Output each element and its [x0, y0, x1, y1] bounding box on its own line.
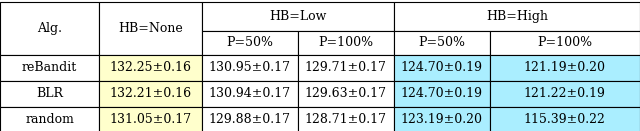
Bar — [202, 2, 394, 31]
Text: P=50%: P=50% — [418, 36, 465, 49]
Text: 132.25±0.16: 132.25±0.16 — [109, 61, 191, 75]
Bar — [490, 31, 640, 55]
Bar — [298, 31, 394, 55]
Bar — [394, 107, 490, 131]
Text: 130.95±0.17: 130.95±0.17 — [209, 61, 291, 75]
Text: random: random — [25, 113, 74, 126]
Bar — [394, 81, 490, 107]
Text: HB=High: HB=High — [486, 10, 548, 23]
Text: P=100%: P=100% — [537, 36, 593, 49]
Bar — [202, 81, 298, 107]
Bar — [394, 2, 640, 31]
Text: P=50%: P=50% — [226, 36, 273, 49]
Text: 121.19±0.20: 121.19±0.20 — [524, 61, 606, 75]
Bar — [394, 31, 490, 55]
Text: 131.05±0.17: 131.05±0.17 — [109, 113, 191, 126]
Text: 129.71±0.17: 129.71±0.17 — [305, 61, 387, 75]
Bar — [298, 107, 394, 131]
Bar — [202, 55, 298, 81]
Text: 129.63±0.17: 129.63±0.17 — [305, 87, 387, 100]
Bar — [490, 107, 640, 131]
Bar — [394, 55, 490, 81]
Text: 124.70±0.19: 124.70±0.19 — [401, 87, 483, 100]
Bar — [490, 81, 640, 107]
Bar — [0, 81, 99, 107]
Bar — [99, 107, 202, 131]
Text: 115.39±0.22: 115.39±0.22 — [524, 113, 605, 126]
Bar — [298, 55, 394, 81]
Bar — [202, 31, 298, 55]
Bar — [99, 55, 202, 81]
Bar — [99, 81, 202, 107]
Bar — [0, 107, 99, 131]
Bar — [202, 107, 298, 131]
Bar — [0, 55, 99, 81]
Text: Alg.: Alg. — [37, 22, 62, 35]
Text: 124.70±0.19: 124.70±0.19 — [401, 61, 483, 75]
Text: reBandit: reBandit — [22, 61, 77, 75]
Text: BLR: BLR — [36, 87, 63, 100]
Text: 132.21±0.16: 132.21±0.16 — [109, 87, 191, 100]
Text: HB=Low: HB=Low — [269, 10, 326, 23]
Bar — [99, 2, 202, 55]
Text: 123.19±0.20: 123.19±0.20 — [401, 113, 483, 126]
Text: 121.22±0.19: 121.22±0.19 — [524, 87, 605, 100]
Bar — [298, 81, 394, 107]
Text: P=100%: P=100% — [318, 36, 373, 49]
Text: 130.94±0.17: 130.94±0.17 — [209, 87, 291, 100]
Text: HB=None: HB=None — [118, 22, 183, 35]
Bar — [490, 55, 640, 81]
Text: 129.88±0.17: 129.88±0.17 — [209, 113, 291, 126]
Bar — [0, 2, 99, 55]
Text: 128.71±0.17: 128.71±0.17 — [305, 113, 387, 126]
